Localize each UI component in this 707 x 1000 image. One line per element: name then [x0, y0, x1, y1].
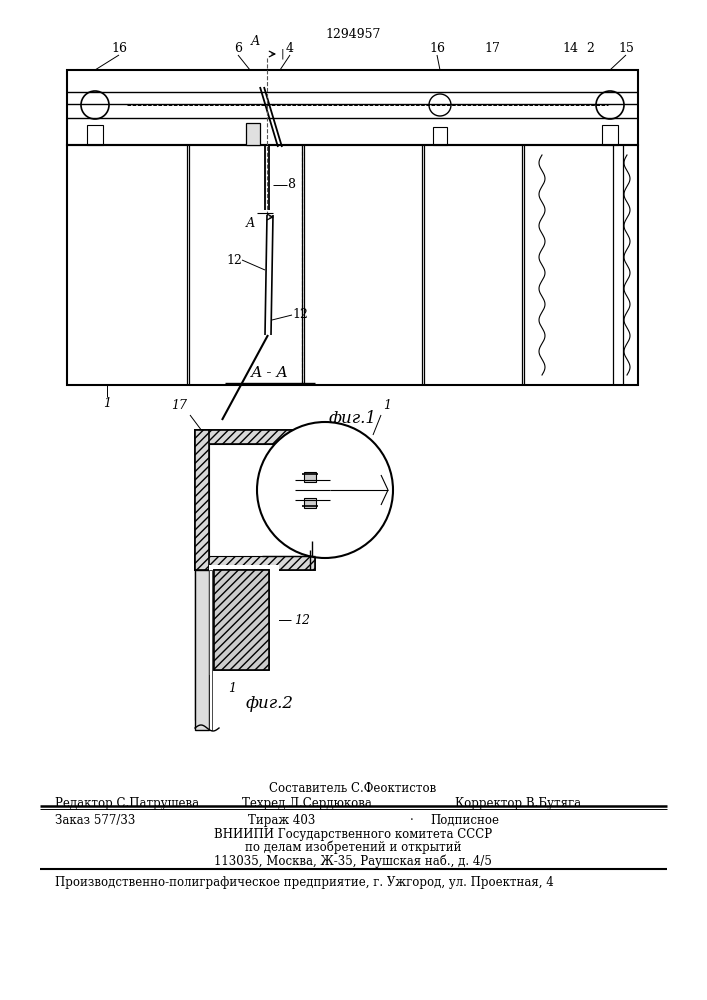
Text: ·: ·	[410, 814, 414, 827]
Bar	[304, 472, 316, 482]
Bar	[87, 125, 103, 145]
Text: 16: 16	[429, 42, 445, 55]
Text: 1294957: 1294957	[325, 28, 380, 41]
Bar	[214, 570, 269, 670]
Bar	[195, 570, 199, 720]
Text: 1: 1	[228, 682, 236, 695]
Text: 113035, Москва, Ж-35, Раушская наб., д. 4/5: 113035, Москва, Ж-35, Раушская наб., д. …	[214, 854, 492, 867]
Bar	[195, 430, 209, 570]
Text: Заказ 577/33: Заказ 577/33	[55, 814, 135, 827]
Bar	[67, 70, 638, 145]
Text: 8: 8	[287, 178, 295, 192]
Bar	[246, 123, 260, 145]
Bar	[195, 430, 209, 570]
Text: 17: 17	[484, 42, 500, 55]
Bar	[214, 570, 269, 670]
Text: 12: 12	[292, 308, 308, 322]
Text: 2: 2	[586, 42, 594, 55]
Bar	[195, 430, 315, 444]
Text: фиг.2: фиг.2	[246, 695, 294, 712]
Text: 12: 12	[294, 613, 310, 626]
Bar	[433, 127, 447, 145]
Text: Производственно-полиграфическое предприятие, г. Ужгород, ул. Проектная, 4: Производственно-полиграфическое предприя…	[55, 876, 554, 889]
Text: А: А	[245, 217, 255, 230]
Text: Составитель С.Феоктистов: Составитель С.Феоктистов	[269, 782, 437, 795]
Bar	[602, 125, 618, 145]
Text: по делам изобретений и открытий: по делам изобретений и открытий	[245, 841, 461, 854]
Bar	[209, 565, 279, 675]
Text: А - А: А - А	[251, 366, 289, 380]
Bar	[195, 556, 315, 570]
Bar	[304, 498, 316, 508]
Circle shape	[257, 422, 393, 558]
Text: 11: 11	[229, 430, 245, 443]
Text: Техред Л.Сердюкова: Техред Л.Сердюкова	[242, 797, 372, 810]
Bar	[195, 570, 209, 720]
Text: 4: 4	[286, 42, 294, 55]
Text: 6: 6	[234, 42, 242, 55]
Bar	[209, 444, 315, 556]
Text: ВНИИПИ Государственного комитета СССР: ВНИИПИ Государственного комитета СССР	[214, 828, 492, 841]
Text: 16: 16	[111, 42, 127, 55]
Bar	[209, 570, 212, 730]
Text: |: |	[281, 49, 285, 59]
Text: 12: 12	[226, 253, 242, 266]
Text: Редактор С.Патрушева: Редактор С.Патрушева	[55, 797, 199, 810]
Text: фиг.1: фиг.1	[329, 410, 377, 427]
Text: 14: 14	[562, 42, 578, 55]
Text: 1: 1	[103, 397, 111, 410]
Bar	[195, 570, 209, 730]
Bar	[195, 556, 315, 570]
Bar	[67, 145, 638, 385]
Text: 17: 17	[171, 399, 187, 412]
Text: А: А	[250, 35, 260, 48]
Text: Корректор В.Бутяга: Корректор В.Бутяга	[455, 797, 581, 810]
Text: 15: 15	[618, 42, 634, 55]
Text: Тираж 403: Тираж 403	[248, 814, 315, 827]
Text: 1: 1	[383, 399, 391, 412]
Text: Подписное: Подписное	[430, 814, 499, 827]
Bar	[195, 430, 315, 444]
